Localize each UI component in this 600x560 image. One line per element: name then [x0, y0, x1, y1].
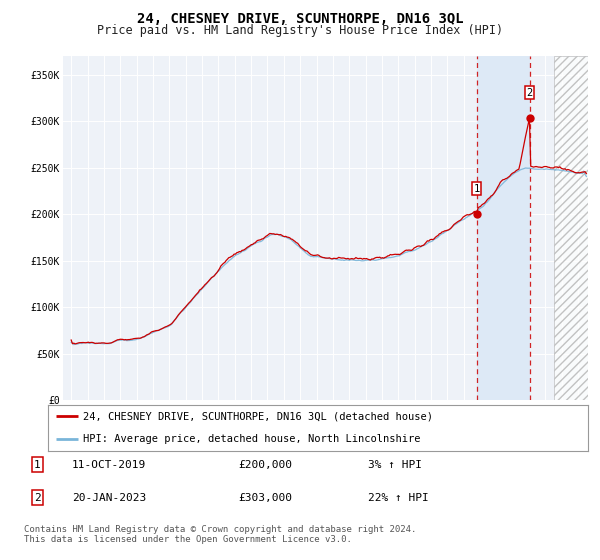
Text: This data is licensed under the Open Government Licence v3.0.: This data is licensed under the Open Gov…	[24, 535, 352, 544]
Text: £200,000: £200,000	[238, 460, 292, 470]
Text: 24, CHESNEY DRIVE, SCUNTHORPE, DN16 3QL (detached house): 24, CHESNEY DRIVE, SCUNTHORPE, DN16 3QL …	[83, 412, 433, 421]
Text: HPI: Average price, detached house, North Lincolnshire: HPI: Average price, detached house, Nort…	[83, 435, 421, 444]
Text: Contains HM Land Registry data © Crown copyright and database right 2024.: Contains HM Land Registry data © Crown c…	[24, 525, 416, 534]
Bar	[554, 56, 588, 400]
Text: 22% ↑ HPI: 22% ↑ HPI	[368, 493, 429, 503]
Text: 20-JAN-2023: 20-JAN-2023	[72, 493, 146, 503]
Bar	[476, 56, 530, 400]
Text: 2: 2	[527, 88, 533, 98]
Text: 2: 2	[34, 493, 41, 503]
Bar	[554, 56, 588, 400]
Text: 3% ↑ HPI: 3% ↑ HPI	[368, 460, 422, 470]
Text: Price paid vs. HM Land Registry's House Price Index (HPI): Price paid vs. HM Land Registry's House …	[97, 24, 503, 37]
Text: 1: 1	[473, 184, 480, 194]
Text: £303,000: £303,000	[238, 493, 292, 503]
Text: 1: 1	[34, 460, 41, 470]
Text: 24, CHESNEY DRIVE, SCUNTHORPE, DN16 3QL: 24, CHESNEY DRIVE, SCUNTHORPE, DN16 3QL	[137, 12, 463, 26]
Text: 11-OCT-2019: 11-OCT-2019	[72, 460, 146, 470]
